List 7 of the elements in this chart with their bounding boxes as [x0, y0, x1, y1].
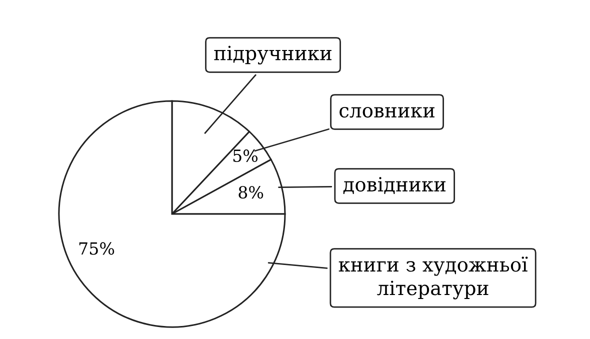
slice-label: книги з художньої літератури — [338, 256, 528, 300]
slice-label: словники — [340, 106, 434, 118]
data-label: 75% — [79, 242, 114, 255]
slice-label: довідники — [343, 177, 446, 194]
slice-label: підручники — [214, 46, 332, 64]
data-label: 8% — [238, 186, 264, 199]
data-label: 5% — [233, 149, 258, 162]
